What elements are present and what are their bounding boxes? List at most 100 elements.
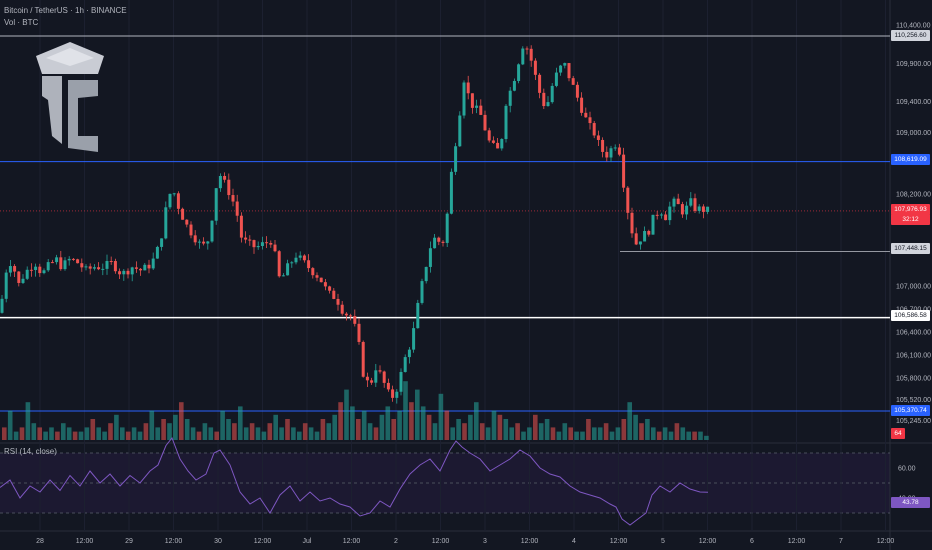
- candle-body: [529, 48, 533, 61]
- price-axis-tick: 107,000.00: [896, 283, 931, 290]
- candle-body: [391, 389, 395, 398]
- volume-indicator-label[interactable]: Vol · BTC: [4, 18, 39, 27]
- candle-body: [626, 187, 630, 213]
- volume-bar: [438, 393, 444, 440]
- time-axis-tick: 30: [214, 538, 222, 545]
- price-tag-level-blue-upper: 108,619.09: [891, 154, 930, 165]
- candle-body: [80, 263, 84, 268]
- candle-body: [403, 357, 407, 372]
- candle-body: [416, 302, 420, 329]
- volume-bar: [161, 419, 166, 440]
- candle-body: [139, 268, 143, 271]
- time-axis-tick: 28: [36, 538, 44, 545]
- volume-bar: [397, 410, 402, 440]
- candle-body: [575, 84, 579, 98]
- candle-body: [176, 193, 180, 209]
- volume-bar: [403, 381, 408, 440]
- candle-body: [399, 371, 403, 392]
- time-axis-tick: 12:00: [432, 538, 450, 545]
- candle-body: [286, 263, 290, 276]
- candle-body: [441, 241, 445, 243]
- candle-body: [340, 304, 344, 314]
- time-axis-tick: 12:00: [877, 538, 895, 545]
- candle-body: [235, 201, 239, 216]
- volume-bar: [78, 431, 84, 440]
- price-axis-tick: 105,245.00: [896, 418, 931, 425]
- volume-bar: [232, 423, 237, 440]
- volume-bar: [61, 423, 66, 440]
- candle-body: [323, 282, 327, 287]
- candle-body: [13, 266, 17, 272]
- candle-body: [584, 112, 588, 118]
- candle-body: [88, 266, 92, 269]
- volume-bar: [468, 414, 473, 440]
- candle-body: [256, 246, 260, 248]
- volume-bar: [544, 419, 550, 440]
- volume-bar: [202, 423, 208, 440]
- candle-body: [277, 251, 281, 277]
- volume-bar: [692, 431, 697, 440]
- candle-body: [353, 316, 357, 324]
- candle-body: [659, 214, 663, 216]
- candle-body: [122, 270, 126, 275]
- volume-bar: [450, 427, 455, 440]
- candle-body: [332, 290, 336, 299]
- candle-body: [542, 92, 546, 107]
- symbol-title[interactable]: Bitcoin / TetherUS · 1h · BINANCE: [4, 6, 127, 15]
- rsi-line: [0, 437, 709, 526]
- volume-bar: [391, 419, 396, 440]
- price-axis-tick: 105,520.00: [896, 397, 931, 404]
- volume-bar: [597, 427, 603, 440]
- volume-bar: [255, 427, 261, 440]
- volume-tag: 64: [891, 428, 905, 439]
- candle-body: [689, 198, 693, 206]
- candle-body: [420, 281, 424, 303]
- volume-bar: [456, 419, 461, 440]
- candle-body: [454, 146, 458, 172]
- candle-body: [525, 48, 529, 50]
- candle-body: [605, 151, 609, 158]
- candle-body: [475, 105, 479, 108]
- candle-body: [546, 102, 550, 107]
- candle-body: [676, 198, 680, 205]
- volume-bar: [108, 423, 113, 440]
- candle-body: [172, 193, 176, 195]
- candle-body: [407, 349, 411, 358]
- volume-bar: [574, 431, 579, 440]
- volume-bar: [609, 431, 615, 440]
- volume-bar: [208, 427, 214, 440]
- price-axis-tick: 109,900.00: [896, 61, 931, 68]
- time-axis-tick: 12:00: [610, 538, 628, 545]
- candle-body: [298, 255, 302, 258]
- time-axis-tick: 6: [750, 538, 754, 545]
- volume-bar: [385, 406, 391, 440]
- volume-bar: [238, 406, 243, 440]
- volume-bar: [72, 431, 78, 440]
- candle-body: [160, 238, 164, 247]
- volume-bar: [291, 427, 296, 440]
- volume-bar: [645, 419, 650, 440]
- volume-bar: [674, 423, 680, 440]
- time-axis-tick: 12:00: [254, 538, 272, 545]
- volume-bar: [261, 431, 267, 440]
- candle-body: [118, 271, 122, 275]
- rsi-indicator-label[interactable]: RSI (14, close): [4, 447, 57, 456]
- volume-bar: [426, 414, 432, 440]
- candle-body: [680, 204, 684, 215]
- candle-body: [63, 260, 67, 270]
- volume-bar: [302, 423, 308, 440]
- volume-bar: [332, 414, 337, 440]
- volume-bar: [31, 423, 37, 440]
- volume-bar: [120, 427, 125, 440]
- volume-bar: [420, 406, 426, 440]
- candle-body: [374, 370, 378, 383]
- candle-body: [613, 147, 617, 149]
- candle-body: [4, 272, 8, 299]
- volume-bar: [497, 414, 503, 440]
- candle-body: [630, 212, 634, 234]
- candle-body: [227, 179, 231, 196]
- candle-body: [554, 72, 558, 86]
- volume-bar: [196, 431, 202, 440]
- candle-body: [50, 262, 54, 264]
